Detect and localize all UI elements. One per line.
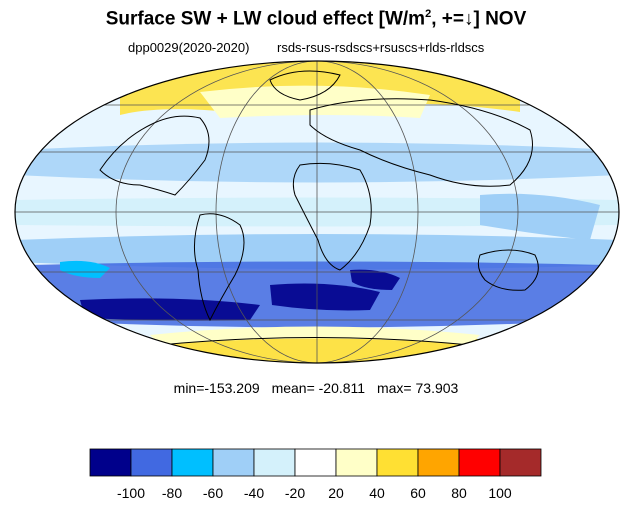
colorbar-box <box>499 448 542 477</box>
title-text: Surface SW + LW cloud effect [W/m <box>105 8 426 30</box>
colorbar-box <box>212 448 255 477</box>
stat-min: min=-153.209 <box>173 380 260 396</box>
colorbar-box <box>458 448 501 477</box>
stat-max: max= 73.903 <box>376 380 459 396</box>
colorbar-box <box>376 448 419 477</box>
east-pacific-region <box>60 260 110 278</box>
experiment-label: dpp0029(2020-2020) <box>128 40 250 55</box>
north-storm-track <box>15 142 619 183</box>
colorbar-box <box>417 448 460 477</box>
colorbar-boxes <box>89 448 542 477</box>
south-atlantic-min <box>270 283 380 311</box>
south-tropics-band <box>15 234 619 270</box>
stat-mean: mean= -20.811 <box>271 380 366 396</box>
south-america-outline <box>194 213 245 322</box>
colorbar-label: -60 <box>203 485 223 501</box>
colorbar-label: -80 <box>162 485 182 501</box>
colorbar-labels: -100 -80 -60 -40 -20 20 40 60 80 100 <box>117 485 512 501</box>
title-suffix: , +=↓] NOV <box>431 8 527 30</box>
maritime-continent-region <box>480 193 600 240</box>
greenland-outline <box>269 70 341 101</box>
colorbar-box <box>171 448 214 477</box>
colorbar-label: -100 <box>117 485 145 501</box>
colorbar-box <box>130 448 173 477</box>
colorbar-label: 60 <box>410 485 426 501</box>
map-title: Surface SW + LW cloud effect [W/m2, +=↓]… <box>0 8 632 30</box>
eurasia-outline <box>309 98 533 187</box>
variable-formula: rsds-rsus-rsdscs+rsuscs+rlds-rldscs <box>277 40 485 55</box>
colorbar-label: 100 <box>488 485 512 501</box>
colorbar-box <box>294 448 337 477</box>
north-america-outline <box>99 115 210 196</box>
statistics-line: min=-153.209 mean= -20.811 max= 73.903 <box>0 380 632 396</box>
arctic-light-region <box>200 85 430 118</box>
colorbar-label: 80 <box>451 485 467 501</box>
colorbar-label: -20 <box>285 485 305 501</box>
australia-outline <box>477 249 539 291</box>
colorbar-label: -40 <box>244 485 264 501</box>
colorbar-label: 20 <box>328 485 344 501</box>
antarctica-outline <box>159 337 471 346</box>
graticule <box>15 61 619 363</box>
title-superscript: 2 <box>425 8 432 20</box>
colorbar-box <box>89 448 132 477</box>
colorbar-label: 40 <box>369 485 385 501</box>
colorbar-box <box>335 448 378 477</box>
africa-outline <box>292 162 372 271</box>
indian-ocean-min <box>350 269 400 290</box>
south-pacific-min <box>80 298 260 321</box>
colorbar-box <box>253 448 296 477</box>
antarctic-light-region <box>150 326 480 345</box>
coastlines <box>99 70 539 346</box>
map-boundary <box>14 60 620 364</box>
